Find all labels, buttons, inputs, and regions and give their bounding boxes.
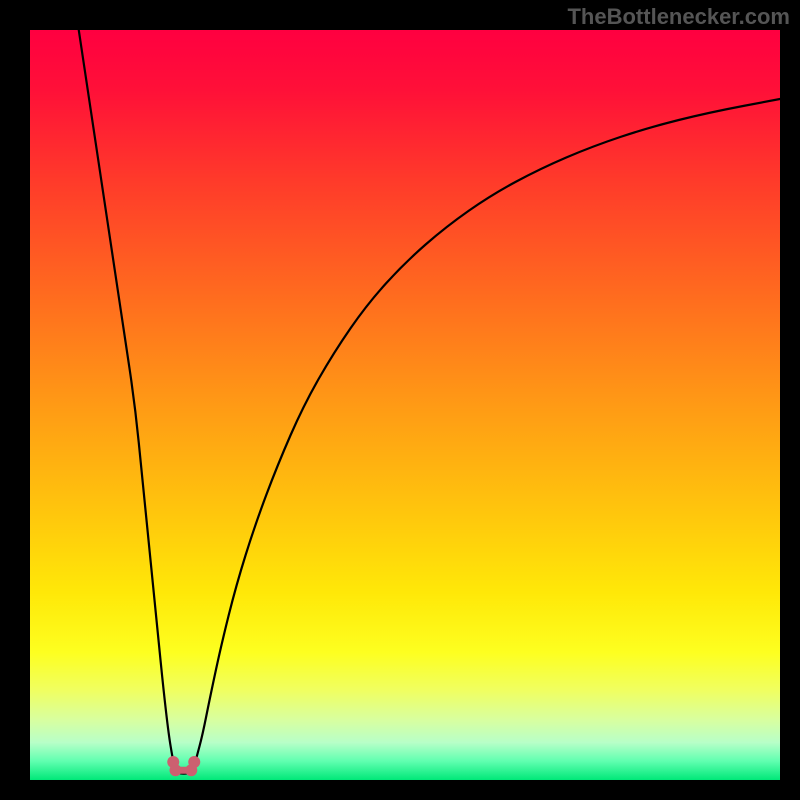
watermark-text: TheBottlenecker.com [567, 4, 790, 30]
marker-dot [188, 756, 200, 768]
marker-dot [170, 764, 182, 776]
figure-container: TheBottlenecker.com [0, 0, 800, 800]
plot-area [30, 30, 780, 780]
bottleneck-curve [79, 30, 780, 774]
curve-layer [30, 30, 780, 780]
